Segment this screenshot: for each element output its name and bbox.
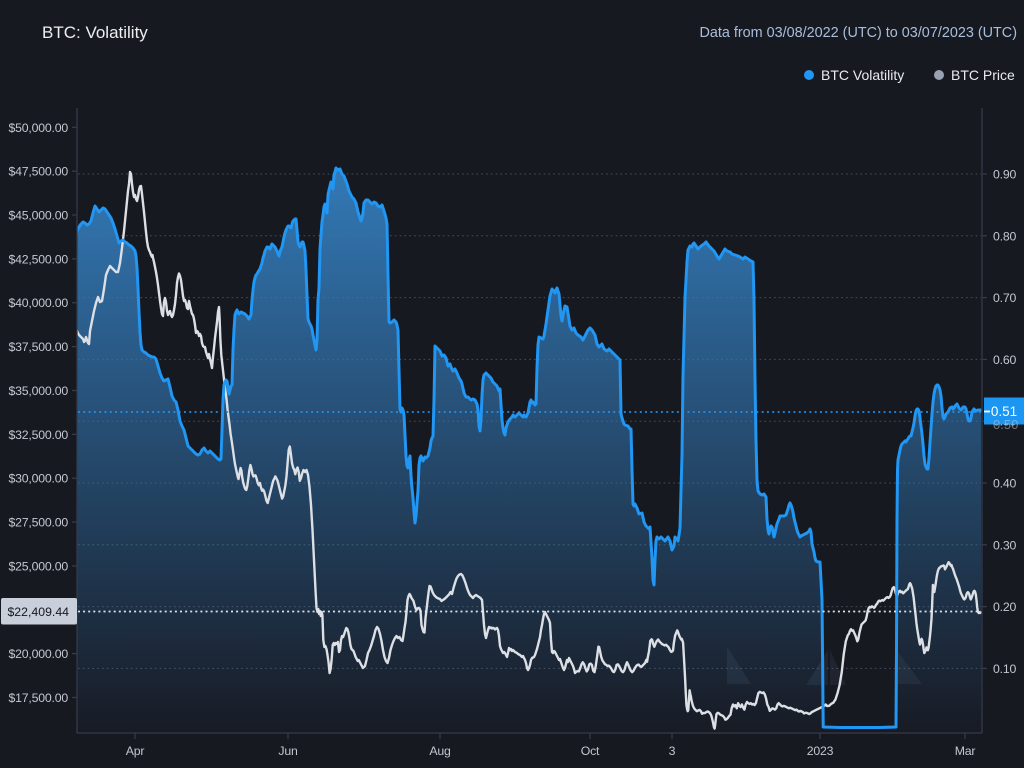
- svg-text:BTC Volatility: BTC Volatility: [821, 67, 904, 83]
- svg-text:0.40: 0.40: [993, 477, 1016, 491]
- svg-text:0.80: 0.80: [993, 229, 1016, 243]
- svg-text:0.30: 0.30: [993, 538, 1016, 552]
- svg-text:Data from 03/08/2022 (UTC) to: Data from 03/08/2022 (UTC) to 03/07/2023…: [699, 25, 1017, 41]
- svg-text:0.51: 0.51: [991, 404, 1017, 419]
- svg-text:0.50: 0.50: [993, 417, 1018, 432]
- svg-text:Aug: Aug: [429, 744, 451, 758]
- svg-text:0.10: 0.10: [993, 662, 1016, 676]
- svg-text:Mar: Mar: [955, 744, 976, 758]
- svg-text:0.60: 0.60: [993, 353, 1016, 367]
- svg-text:$40,000.00: $40,000.00: [8, 296, 68, 310]
- svg-text:$25,000.00: $25,000.00: [8, 559, 68, 573]
- svg-text:3: 3: [669, 744, 676, 758]
- svg-text:$27,500.00: $27,500.00: [8, 516, 68, 530]
- svg-text:$50,000.00: $50,000.00: [8, 121, 68, 135]
- svg-text:$42,500.00: $42,500.00: [8, 252, 68, 266]
- svg-text:Jun: Jun: [278, 744, 298, 758]
- svg-text:$30,000.00: $30,000.00: [8, 472, 68, 486]
- svg-text:2023: 2023: [807, 744, 834, 758]
- svg-text:Oct: Oct: [581, 744, 600, 758]
- svg-text:$45,000.00: $45,000.00: [8, 209, 68, 223]
- svg-text:$22,409.44: $22,409.44: [7, 605, 69, 619]
- svg-text:0.20: 0.20: [993, 600, 1016, 614]
- svg-text:$35,000.00: $35,000.00: [8, 384, 68, 398]
- svg-text:Apr: Apr: [126, 744, 145, 758]
- svg-text:BTC: Volatility: BTC: Volatility: [42, 23, 148, 42]
- svg-text:0.90: 0.90: [993, 168, 1016, 182]
- svg-text:$32,500.00: $32,500.00: [8, 428, 68, 442]
- svg-text:0.70: 0.70: [993, 291, 1016, 305]
- svg-text:$47,500.00: $47,500.00: [8, 165, 68, 179]
- svg-text:$17,500.00: $17,500.00: [8, 691, 68, 705]
- svg-text:$37,500.00: $37,500.00: [8, 340, 68, 354]
- svg-text:BTC Price: BTC Price: [951, 67, 1015, 83]
- svg-text:$20,000.00: $20,000.00: [8, 647, 68, 661]
